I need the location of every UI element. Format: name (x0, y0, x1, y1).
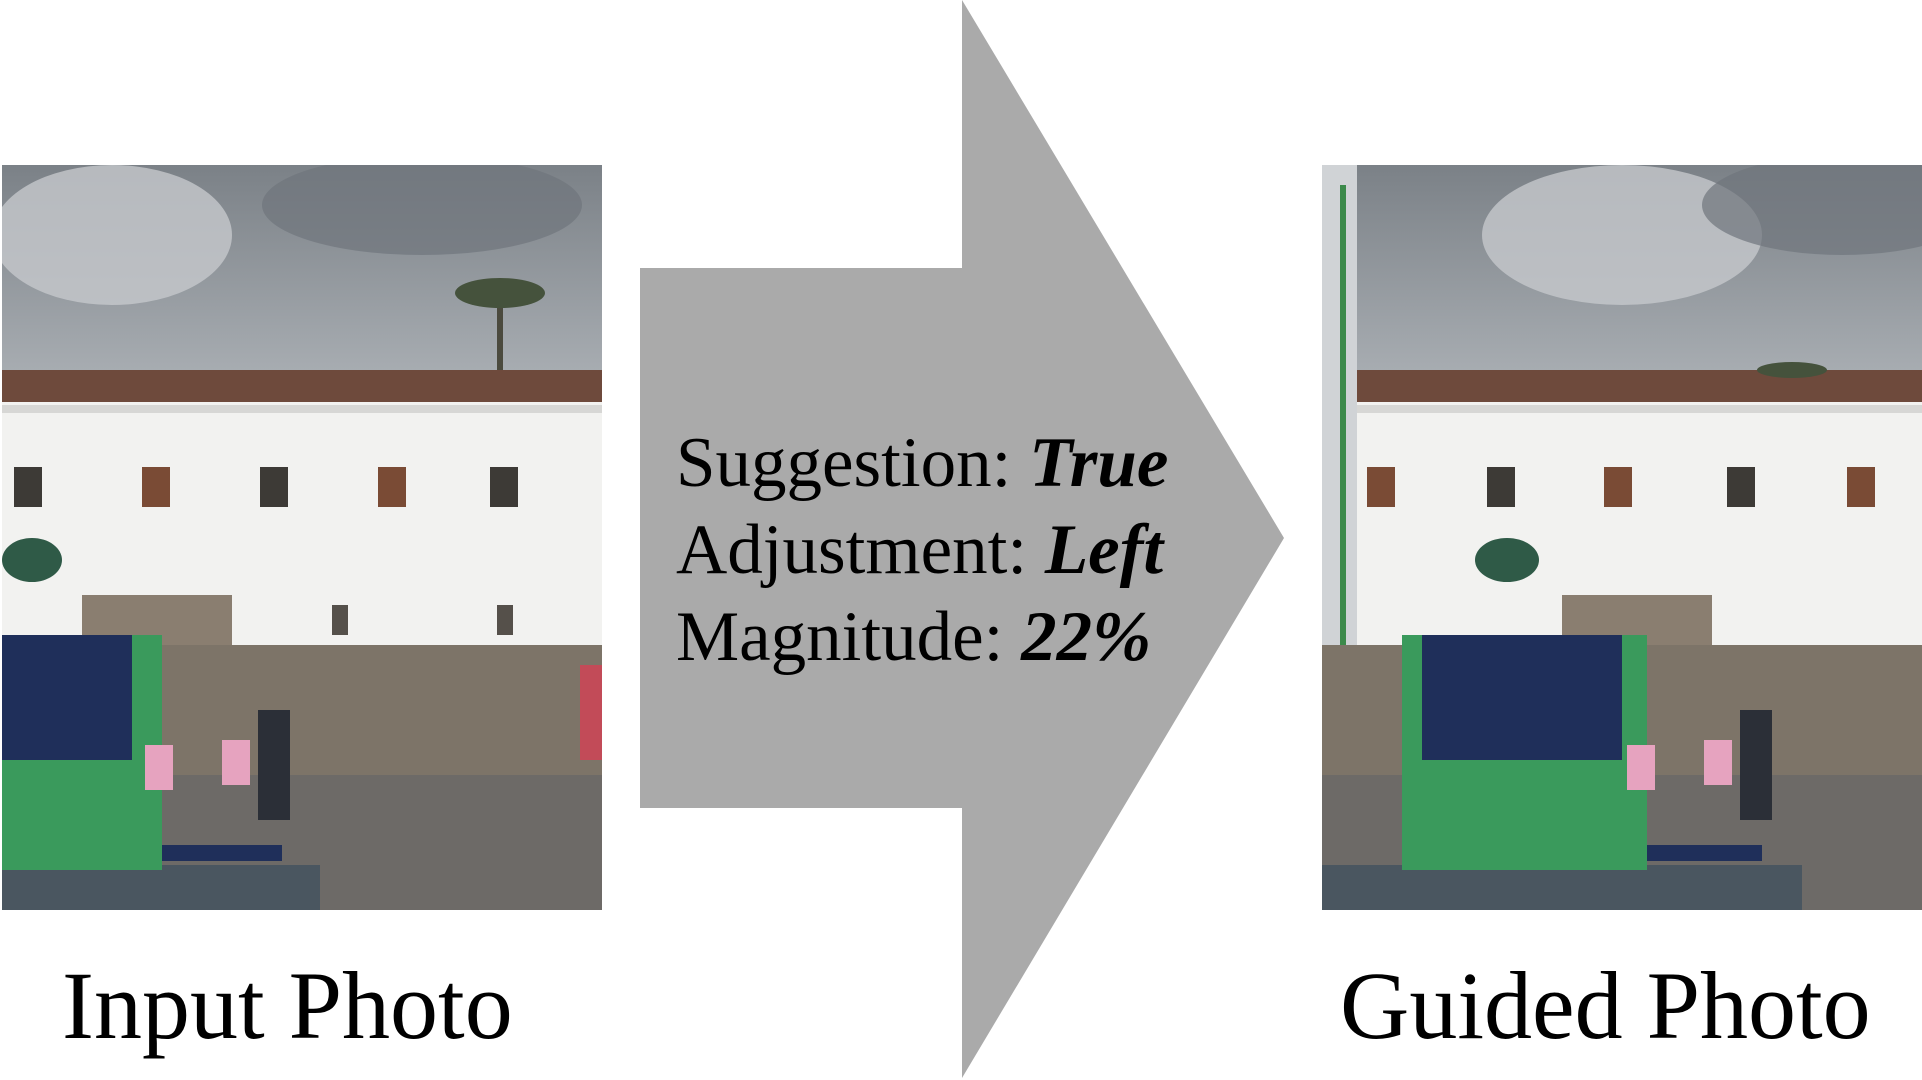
input-photo-caption: Input Photo (62, 952, 513, 1059)
magnitude-label: Magnitude: (676, 598, 1004, 676)
adjustment-line: Adjustment: Left (676, 507, 1168, 594)
magnitude-value: 22% (1021, 598, 1152, 676)
guidance-info: Suggestion: True Adjustment: Left Magnit… (676, 420, 1168, 681)
suggestion-label: Suggestion: (676, 424, 1012, 502)
adjustment-label: Adjustment: (676, 511, 1028, 589)
input-photo (2, 165, 602, 910)
magnitude-line: Magnitude: 22% (676, 594, 1168, 681)
adjustment-value: Left (1044, 511, 1164, 589)
arrow-shape (640, 0, 1284, 1078)
guided-photo-caption: Guided Photo (1340, 952, 1871, 1059)
suggestion-line: Suggestion: True (676, 420, 1168, 507)
suggestion-value: True (1029, 424, 1169, 502)
guided-photo (1322, 165, 1922, 910)
